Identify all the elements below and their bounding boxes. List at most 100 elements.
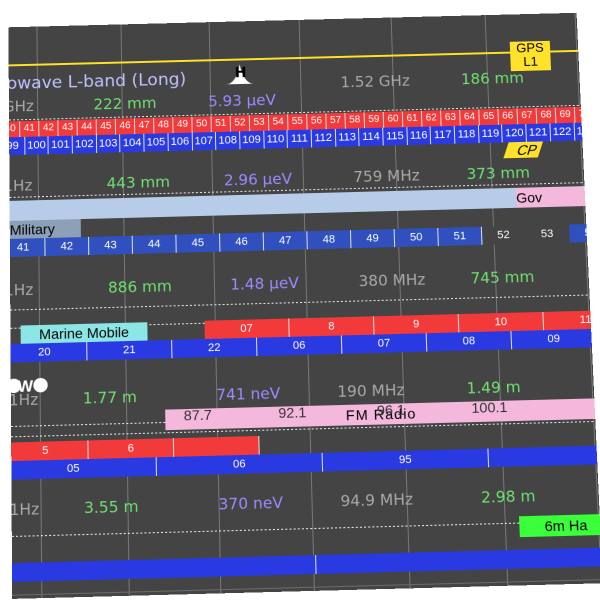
channel-cell: 102 xyxy=(73,135,97,153)
channel-cell: 116 xyxy=(407,126,431,144)
allocation-military: Military xyxy=(10,219,81,239)
scale-label: 190 MHz xyxy=(337,381,405,401)
channel-cell: 105 xyxy=(144,133,168,151)
channel-cell: 61 xyxy=(403,111,423,127)
channel-cell: 09 xyxy=(511,329,597,350)
fm-tick: 92.1 xyxy=(278,404,306,421)
scale-label: 1.77 m xyxy=(83,388,137,408)
channel-cell: 50 xyxy=(192,116,211,132)
channel-cell: 64 xyxy=(460,109,480,125)
channel-cell: 71 xyxy=(594,106,600,122)
channel-cell: 52 xyxy=(482,226,526,245)
scale-label: GHz xyxy=(8,97,34,116)
channel-cell: 06 xyxy=(257,335,342,356)
channel-cell: 50 xyxy=(395,228,439,247)
channel-cell: 44 xyxy=(78,119,97,135)
allocation-gov: Gov xyxy=(516,186,598,208)
stage: owave L-band (Long)GHz222 mm5.93 μeV1.52… xyxy=(0,0,600,600)
channel-cell: 68 xyxy=(537,107,557,123)
channel-cell: 10 xyxy=(459,312,544,332)
scale-label: 380 MHz xyxy=(358,270,425,290)
channel-cell: 104 xyxy=(121,134,145,152)
channel-cell: 46 xyxy=(116,118,135,134)
channel-cell: 101 xyxy=(49,136,73,154)
channel-cell: 106 xyxy=(168,133,192,151)
scale-label: 1Hz xyxy=(8,176,32,195)
channel-cell: 117 xyxy=(431,126,456,144)
channel-cell: 08 xyxy=(427,331,513,352)
channel-cell: 55 xyxy=(288,114,308,130)
scale-label: 1.48 μeV xyxy=(230,274,299,294)
channel-cell: 57 xyxy=(326,113,346,129)
channel-cell: 115 xyxy=(383,127,407,145)
channel-cell: 20 xyxy=(8,342,87,363)
channel-cell: 11 xyxy=(543,310,600,330)
scale-label: 2.98 m xyxy=(481,487,536,507)
channel-cell: 46 xyxy=(220,232,264,251)
channel-cell: 07 xyxy=(342,333,427,354)
allocation-gps-l1: GPS L1 xyxy=(510,41,551,71)
channel-cell: 8 xyxy=(289,316,374,336)
channel-cell xyxy=(316,547,600,574)
channel-strip xyxy=(8,547,600,582)
channel-cell: 40 xyxy=(8,121,20,137)
scale-label: 186 mm xyxy=(461,69,525,88)
fm-tick: 100.1 xyxy=(471,399,508,416)
channel-cell: 10 xyxy=(596,327,600,348)
channel-cell: 45 xyxy=(176,234,220,253)
channel-cell: 62 xyxy=(422,110,442,126)
scale-label: 3.55 m xyxy=(84,497,139,517)
channel-cell: 06 xyxy=(157,453,323,476)
allocation-6m-ham: 6m Ha xyxy=(519,514,600,537)
channel-cell: 56 xyxy=(307,113,327,129)
channel-cell: 95 xyxy=(323,449,490,472)
channel-cell: 66 xyxy=(498,108,518,124)
scale-label: 1Hz xyxy=(9,500,39,520)
channel-cell: 6 xyxy=(88,438,174,459)
channel-cell: 103 xyxy=(97,134,121,152)
channel-cell: 100 xyxy=(25,136,49,154)
channel-cell: 108 xyxy=(216,131,240,149)
channel-cell: 43 xyxy=(58,120,77,136)
channel-cell: 48 xyxy=(154,117,173,133)
scale-label: 1Hz xyxy=(8,281,33,300)
scale-label: 886 mm xyxy=(108,277,172,297)
channel-cell xyxy=(488,444,600,467)
channel-cell: 118 xyxy=(455,125,480,143)
scale-label: 1.52 GHz xyxy=(340,72,410,91)
channel-cell: 114 xyxy=(359,128,383,146)
channel-cell: 54 xyxy=(569,223,600,242)
scale-label: 94.9 MHz xyxy=(340,490,413,511)
channel-cell: 63 xyxy=(441,110,461,126)
scale-label: 373 mm xyxy=(466,164,530,184)
marker-ew: EW xyxy=(8,378,33,397)
channel-cell: 58 xyxy=(345,112,365,128)
channel-cell: 109 xyxy=(240,131,264,149)
channel-cell: 49 xyxy=(173,117,192,133)
channel-cell: 42 xyxy=(39,120,58,136)
channel-cell: 53 xyxy=(525,224,569,243)
scale-label: 741 neV xyxy=(216,384,280,404)
channel-cell: 65 xyxy=(479,109,499,125)
channel-cell: 99 xyxy=(8,137,25,155)
channel-cell: 47 xyxy=(264,231,308,250)
channel-cell: 51 xyxy=(438,227,482,246)
channel-cell xyxy=(8,555,316,582)
channel-cell: 43 xyxy=(89,236,133,255)
channel-cell: 05 xyxy=(8,457,157,480)
channel-cell: 59 xyxy=(365,112,385,128)
channel-cell: 47 xyxy=(135,118,154,134)
scale-label: 443 mm xyxy=(107,173,171,193)
channel-cell: 21 xyxy=(87,340,172,361)
channel-cell: 113 xyxy=(335,128,359,146)
channel-cell: 42 xyxy=(45,237,89,256)
channel-cell: 67 xyxy=(517,108,537,124)
channel-cell: 45 xyxy=(97,119,116,135)
channel-cell: 70 xyxy=(575,106,595,122)
hydrogen-line-label: H xyxy=(235,65,247,81)
channel-cell: 48 xyxy=(307,230,351,249)
channel-cell: 22 xyxy=(172,338,257,359)
scale-label: 1.49 m xyxy=(466,378,521,398)
channel-cell: 120 xyxy=(502,124,527,142)
fm-tick: 87.7 xyxy=(184,406,212,423)
